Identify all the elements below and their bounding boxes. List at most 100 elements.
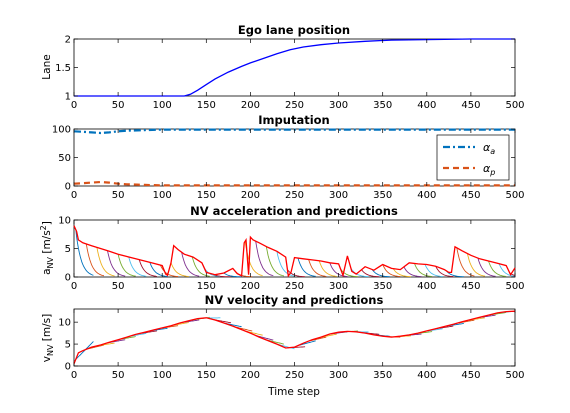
x-tick-label: 400: [417, 190, 436, 201]
y-axis-label-main: a: [41, 268, 53, 274]
x-tick-label: 300: [329, 100, 348, 111]
y-axis-label: vNV [m/s]: [41, 314, 55, 362]
y-tick-label: 0: [65, 273, 71, 284]
x-tick-label: 150: [197, 190, 216, 201]
y-tick-label: 10: [58, 318, 71, 329]
panel-title: Imputation: [258, 113, 329, 127]
x-tick-label: 150: [197, 281, 216, 292]
x-tick-label: 100: [153, 190, 172, 201]
x-tick-label: 250: [285, 281, 304, 292]
legend: αa αp: [436, 134, 510, 181]
prediction-line: [213, 273, 231, 278]
y-axis-label-sup: 2: [39, 225, 48, 230]
y-tick-label: 5: [65, 340, 71, 351]
x-tick-label: 400: [417, 370, 436, 381]
prediction-line: [361, 269, 380, 278]
axis-ticks: 0 50 100 150 200 250 300 350 400 450 500 0 50 100: [52, 125, 525, 202]
x-tick-label: 350: [373, 370, 392, 381]
x-tick-label: 350: [373, 100, 392, 111]
prediction-line: [392, 268, 411, 278]
x-tick-label: 400: [417, 100, 436, 111]
legend-label-alpha-p-main: α: [483, 162, 491, 175]
imputation-panel: Imputation 0 50 100 150 200 250 300 350 400 450 50…: [52, 113, 525, 201]
prediction-line: [276, 251, 295, 277]
prediction-line: [138, 259, 157, 277]
x-tick-label: 200: [241, 190, 260, 201]
y-tick-label: 1.5: [55, 63, 71, 74]
x-tick-label: 50: [112, 281, 125, 292]
legend-label-alpha-a-sub: a: [490, 147, 495, 156]
x-tick-label: 450: [461, 190, 480, 201]
y-tick-label: 100: [52, 125, 71, 136]
prediction-line: [85, 243, 105, 277]
y-axis-label-sub: NV: [46, 256, 55, 268]
y-tick-label: 2: [65, 35, 71, 46]
x-tick-label: 450: [461, 281, 480, 292]
prediction-line: [244, 241, 263, 277]
prediction-line: [265, 246, 284, 277]
plot-marks: [73, 128, 515, 187]
y-tick-label: 50: [58, 153, 71, 164]
x-tick-label: 400: [417, 281, 436, 292]
x-tick-label: 500: [505, 281, 524, 292]
series-line-1: [74, 38, 515, 97]
prediction-line: [223, 272, 242, 278]
x-tick-label: 300: [329, 281, 348, 292]
panel-title: NV acceleration and predictions: [190, 204, 398, 218]
x-tick-label: 50: [112, 370, 125, 381]
y-tick-label: 10: [58, 216, 71, 227]
x-tick-label: 200: [241, 370, 260, 381]
prediction-line: [308, 259, 327, 277]
legend-label-alpha-a-main: α: [483, 141, 491, 154]
x-tick-label: 500: [505, 190, 524, 201]
prediction-line: [498, 263, 516, 277]
prediction-line: [255, 241, 274, 277]
y-axis-label-main: v: [41, 356, 53, 362]
x-tick-label: 300: [329, 190, 348, 201]
ego-lane-position-panel: Ego lane position 0 50 100 150 200 250 300 350 4…: [41, 23, 525, 111]
prediction-line: [107, 250, 126, 277]
prediction-line: [191, 256, 210, 277]
prediction-line: [414, 263, 433, 277]
x-axis-label: Time step: [267, 386, 320, 398]
prediction-line: [149, 262, 168, 277]
prediction-line: [456, 247, 475, 277]
plot-area: [73, 38, 516, 97]
series-line-2: [73, 180, 515, 187]
x-tick-label: 300: [329, 370, 348, 381]
plot-area: [73, 308, 516, 367]
plot-marks: [74, 38, 515, 97]
prediction-line: [170, 262, 189, 277]
x-tick-label: 500: [505, 100, 524, 111]
x-tick-label: 200: [241, 281, 260, 292]
x-tick-label: 0: [71, 100, 77, 111]
panel-title: NV velocity and predictions: [205, 293, 384, 307]
prediction-line: [477, 257, 496, 277]
axis-ticks: 0 50 100 150 200 250 300 350 400 450 500 0 5 10: [58, 216, 524, 293]
plot-area: [73, 219, 516, 278]
plot-marks: [73, 225, 516, 278]
x-tick-label: 50: [112, 190, 125, 201]
prediction-line: [435, 265, 454, 278]
axis-ticks: 0 50 100 150 200 250 300 350 400 450 500 1 1.5 2: [55, 35, 524, 112]
x-tick-label: 250: [285, 190, 304, 201]
x-tick-label: 150: [197, 100, 216, 111]
nv-acceleration-panel: NV acceleration and predictions 0 50 100 15…: [39, 204, 525, 292]
prediction-line: [75, 229, 94, 276]
legend-label-alpha-p: αp: [483, 162, 495, 177]
series-line-1: [73, 310, 516, 365]
y-axis-label-unit: [m/s: [41, 230, 53, 257]
prediction-line: [318, 260, 337, 277]
prediction-line: [382, 264, 401, 278]
x-tick-label: 450: [461, 370, 480, 381]
panel-title: Ego lane position: [238, 23, 350, 37]
y-axis-label: aNV [m/s2]: [39, 221, 55, 275]
y-tick-label: 1: [65, 92, 71, 103]
x-tick-label: 350: [373, 190, 392, 201]
prediction-line: [488, 260, 507, 277]
legend-label-alpha-p-sub: p: [489, 168, 495, 177]
y-tick-label: 5: [65, 244, 71, 255]
legend-label-alpha-a: αa: [483, 141, 495, 156]
series-line-1: [73, 225, 516, 278]
x-tick-label: 350: [373, 281, 392, 292]
